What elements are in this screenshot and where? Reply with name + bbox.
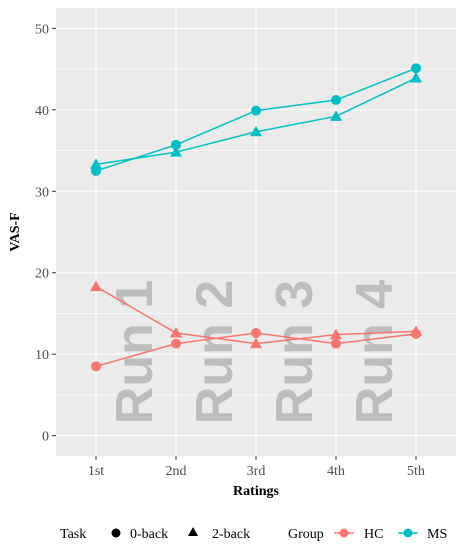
data-point bbox=[91, 361, 101, 372]
y-tick-labels: 0 10 20 30 40 50 bbox=[35, 22, 56, 445]
series-hc-2-back bbox=[90, 280, 422, 349]
legend-ms-dot bbox=[403, 528, 413, 538]
data-point bbox=[250, 337, 262, 349]
data-point bbox=[410, 325, 422, 336]
data-point bbox=[410, 72, 422, 83]
x-tick-label: 2nd bbox=[166, 464, 187, 479]
legend-triangle-icon bbox=[188, 527, 198, 536]
legend-circle-icon bbox=[111, 528, 121, 538]
y-tick-label: 50 bbox=[35, 22, 49, 37]
data-point bbox=[171, 139, 181, 150]
data-point bbox=[90, 158, 102, 169]
legend-hc-label: HC bbox=[364, 527, 383, 542]
run-annotation: Run 4 bbox=[346, 280, 404, 425]
data-point bbox=[331, 95, 341, 106]
data-point bbox=[330, 110, 342, 121]
run-annotation: Run 3 bbox=[266, 280, 324, 424]
y-tick-label: 40 bbox=[35, 104, 49, 119]
y-tick-label: 10 bbox=[35, 348, 49, 363]
legend-hc-key bbox=[334, 528, 354, 538]
legend-0-back-label: 0-back bbox=[130, 527, 168, 542]
x-tick-labels: 1st 2nd 3rd 4th 5th bbox=[88, 456, 425, 479]
run-annotation: Run 2 bbox=[186, 280, 244, 424]
data-point bbox=[250, 125, 262, 137]
run-annotations: Run 1 Run 2 Run 3 Run 4 bbox=[106, 280, 404, 425]
data-point bbox=[170, 327, 182, 338]
legend: Task 0-back 2-back Group HC MS bbox=[60, 527, 447, 542]
series-hc-0-back bbox=[91, 328, 421, 372]
legend-group-title: Group bbox=[288, 527, 324, 542]
legend-ms-label: MS bbox=[427, 527, 447, 542]
legend-2-back-key bbox=[188, 527, 198, 536]
y-tick-label: 30 bbox=[35, 185, 49, 200]
data-point bbox=[90, 280, 102, 292]
data-point bbox=[251, 105, 261, 116]
series-ms-2-back bbox=[90, 72, 422, 169]
x-tick-label: 3rd bbox=[247, 464, 266, 479]
legend-ms-key bbox=[398, 528, 418, 538]
data-point bbox=[170, 146, 182, 157]
run-annotation: Run 1 bbox=[106, 280, 164, 424]
x-tick-label: 5th bbox=[407, 464, 425, 479]
y-tick-label: 20 bbox=[35, 267, 49, 282]
x-tick-label: 4th bbox=[327, 464, 345, 479]
x-axis-title: Ratings bbox=[233, 484, 279, 499]
y-tick-label: 0 bbox=[42, 430, 49, 445]
x-tick-label: 1st bbox=[88, 464, 104, 479]
series-layer bbox=[90, 63, 422, 372]
legend-hc-dot bbox=[339, 528, 349, 538]
data-point bbox=[251, 328, 261, 339]
data-point bbox=[330, 328, 342, 340]
data-point bbox=[331, 338, 341, 349]
legend-2-back-label: 2-back bbox=[212, 527, 250, 542]
legend-0-back-key bbox=[111, 528, 121, 538]
data-point bbox=[171, 338, 181, 349]
legend-task-title: Task bbox=[60, 527, 86, 542]
data-point bbox=[411, 63, 421, 74]
y-axis-title: VAS-F bbox=[8, 212, 23, 251]
